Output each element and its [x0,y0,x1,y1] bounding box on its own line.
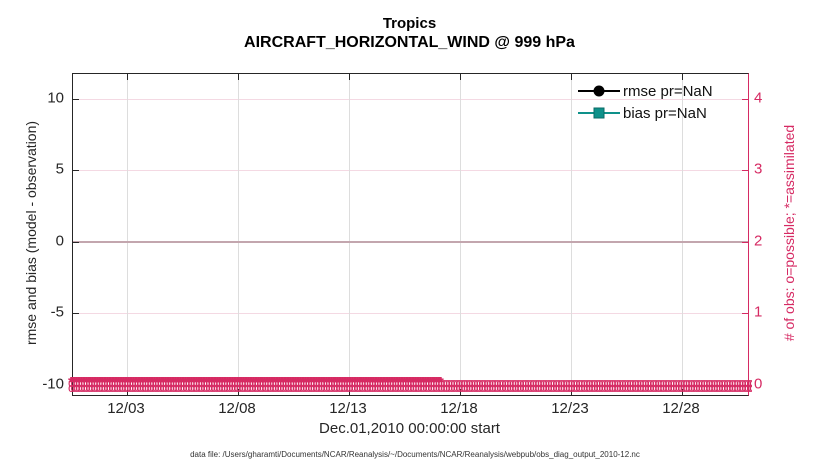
x-tickmark [349,389,351,395]
left-y-tick-label: 0 [55,232,64,250]
gridline-horizontal [73,99,748,101]
gridline-vertical [349,74,351,395]
x-tick-label: 12/08 [218,400,256,417]
rmse-circle-marker-icon [593,85,605,97]
x-tick-label: 12/13 [329,400,367,417]
plot-title-variable: AIRCRAFT_HORIZONTAL_WIND @ 999 hPa [244,34,575,51]
bias-square-marker-icon [593,107,605,119]
legend: rmse pr=NaN bias pr=NaN [578,80,713,124]
obs-assimilated-markers-row: ****************************************… [68,375,444,390]
legend-item-rmse: rmse pr=NaN [578,80,713,102]
x-tickmark-top [237,74,239,80]
left-y-tickmark [73,313,79,315]
x-tickmark-top [681,74,683,80]
gridline-horizontal [73,385,748,387]
left-y-tick-label: -10 [42,375,64,393]
plot-area: oooooooooooooooooooooooooooooooooooooooo… [68,73,752,396]
obs-possible-markers-row: oooooooooooooooooooooooooooooooooooooooo… [68,382,752,395]
zero-reference-line [73,240,748,243]
gridline-vertical [681,74,683,395]
left-y-tickmark [73,99,79,101]
right-y-tickmark [742,241,748,243]
rmse-line-sample [578,85,620,97]
x-tickmark-top [127,74,128,80]
x-tickmark-top [571,74,573,80]
gridline-vertical [237,74,239,395]
x-tickmark-top [349,74,351,80]
gridline-vertical [571,74,573,395]
x-tick-label: 12/28 [662,400,700,417]
x-tickmark [127,389,128,395]
x-axis-label: Dec.01,2010 00:00:00 start [319,420,500,437]
gridline-vertical [127,74,128,395]
plot-title-region: Tropics [382,15,437,32]
left-y-tickmark [73,385,79,387]
x-tickmark [459,389,461,395]
left-y-tick-label: 5 [55,160,64,178]
x-tickmark-top [459,74,461,80]
bias-line-sample [578,107,620,119]
right-y-tick-label: 2 [754,232,763,250]
legend-item-bias: bias pr=NaN [578,102,713,124]
gridline-horizontal [73,313,748,315]
right-y-tick-label: 1 [754,303,763,321]
x-tickmark [237,389,239,395]
left-y-tick-label: -5 [50,303,64,321]
left-y-tick-label: 10 [47,89,64,107]
legend-label-bias: bias pr=NaN [623,104,707,122]
left-y-tickmark [73,241,79,243]
x-tick-label: 12/18 [440,400,478,417]
gridline-vertical [459,74,461,395]
right-y-tickmark [742,99,748,101]
x-tick-label: 12/23 [551,400,589,417]
legend-label-rmse: rmse pr=NaN [623,82,713,100]
right-y-tickmark [742,385,748,387]
right-y-tickmark [742,313,748,315]
obs-possible-markers-row: oooooooooooooooooooooooooooooooooooooooo… [68,377,752,390]
x-tick-label: 12/03 [107,400,145,417]
gridline-horizontal [73,170,748,172]
x-tickmark [681,389,683,395]
left-y-axis-label: rmse and bias (model - observation) [23,120,39,346]
left-y-tickmark [73,170,79,172]
data-file-path: data file: /Users/gharamti/Documents/NCA… [190,450,640,459]
right-y-tickmark [742,170,748,172]
right-y-axis-label: # of obs: o=possible; *=assimilated [781,124,797,342]
right-y-tick-label: 0 [754,375,763,393]
right-y-tick-label: 3 [754,160,763,178]
x-tickmark [571,389,573,395]
right-y-tick-label: 4 [754,89,763,107]
